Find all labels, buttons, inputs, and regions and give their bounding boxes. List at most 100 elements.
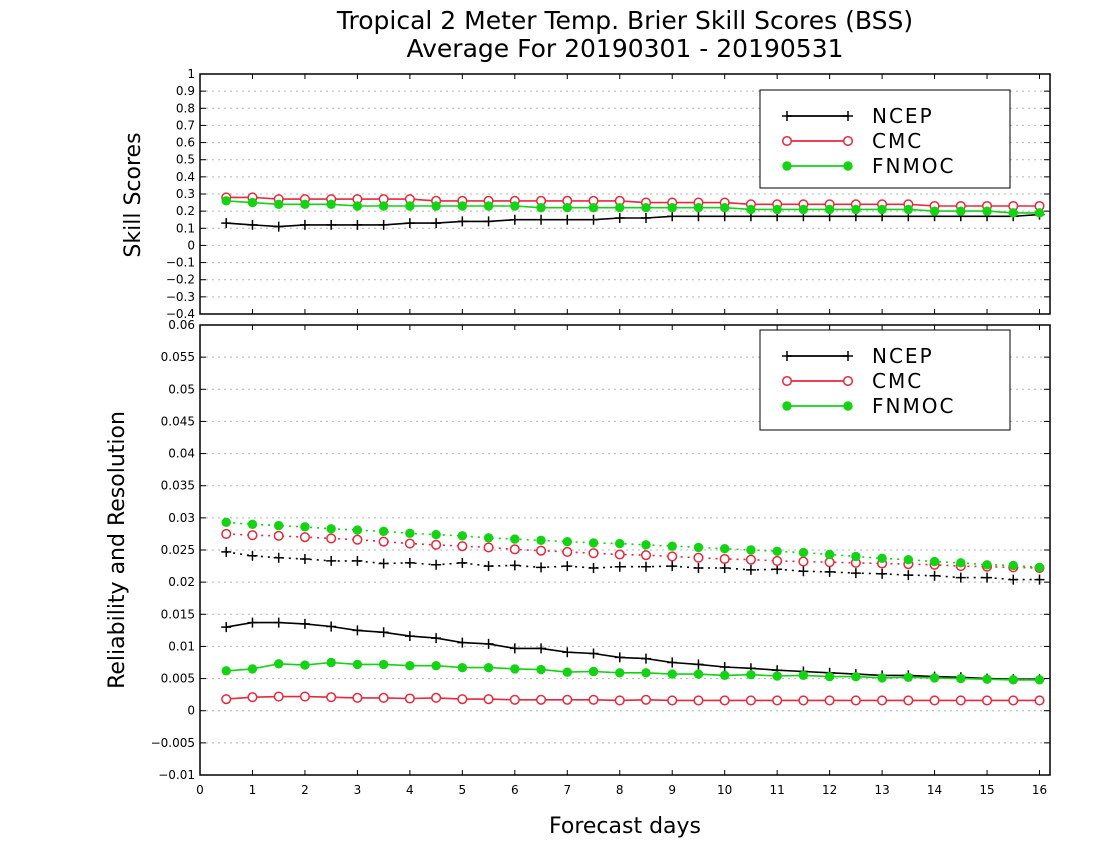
point-cmc [1008, 695, 1019, 706]
point-ncep-dotted [352, 555, 363, 566]
point-cmc [588, 694, 599, 705]
point-fnmoc [903, 204, 914, 215]
point-ncep-dotted [798, 566, 809, 577]
x-tick-label: 6 [511, 783, 519, 797]
point-cmc-dotted [378, 536, 389, 547]
point-fnmoc [615, 203, 625, 213]
point-ncep-dotted [509, 560, 520, 571]
point-fnmoc [1008, 208, 1018, 218]
point-fnmoc [719, 203, 730, 213]
point-fnmoc [1008, 675, 1018, 685]
point-cmc [667, 695, 678, 706]
legend-label: CMC [872, 369, 923, 393]
series-fnmoc-dotted [221, 517, 1045, 573]
chart-title-line1: Tropical 2 Meter Temp. Brier Skill Score… [336, 6, 913, 35]
skill-scores-panel: −0.4 −0.3 −0.2 −0.1 0 0.1 0.2 0.3 0.4 0.5 0.6 0.7 0.… [121, 67, 1051, 321]
point-ncep [509, 214, 520, 225]
point-cmc-dotted [535, 545, 547, 556]
point-fnmoc [772, 204, 782, 215]
point-fnmoc [378, 659, 389, 670]
point-fnmoc [536, 664, 546, 675]
point-cmc-dotted [404, 538, 415, 549]
legend-marker [843, 161, 853, 171]
point-ncep-dotted [562, 561, 573, 572]
y-tick-label: 0.05 [168, 382, 195, 396]
point-fnmoc [824, 671, 835, 682]
point-ncep-dotted [483, 561, 494, 572]
legend-item-fnmoc: FNMOC [782, 154, 955, 178]
point-fnmoc [483, 662, 494, 673]
point-fnmoc [588, 666, 599, 677]
skill-scores-y-label: Skill Scores [121, 132, 146, 257]
series-ncep-dotted [221, 546, 1045, 585]
x-tick-label: 13 [874, 783, 889, 797]
point-ncep [640, 653, 651, 664]
point-ncep-dotted [982, 572, 993, 583]
point-fnmoc-dotted [1034, 562, 1045, 573]
point-fnmoc-dotted [326, 524, 336, 534]
point-cmc [221, 694, 232, 705]
y-tick-label: 0.3 [176, 187, 195, 201]
point-cmc [798, 695, 809, 706]
y-tick-label: 0.045 [161, 414, 195, 428]
point-fnmoc-dotted [982, 560, 992, 570]
y-tick-label: −0.005 [151, 736, 195, 750]
reliability-y-axis: −0.01 −0.005 0 0.005 0.01 0.015 0.02 0.025 0.03 0… [151, 318, 1050, 782]
y-tick-label: 0.06 [168, 318, 195, 332]
point-fnmoc [510, 664, 520, 674]
x-tick-label: 5 [459, 783, 467, 797]
point-ncep [588, 214, 599, 225]
legend-marker [782, 351, 792, 361]
point-ncep-dotted [273, 552, 284, 563]
point-fnmoc [431, 661, 441, 671]
reliability-panel: −0.01 −0.005 0 0.005 0.01 0.015 0.02 0.025 0.03 0… [105, 318, 1051, 797]
legend-item-fnmoc: FNMOC [782, 394, 953, 418]
point-ncep [536, 643, 547, 654]
point-ncep [326, 219, 337, 230]
point-ncep [326, 621, 337, 632]
point-cmc [273, 691, 284, 702]
point-ncep [299, 618, 310, 629]
point-fnmoc [615, 668, 625, 678]
point-fnmoc [1034, 208, 1045, 218]
skill-scores-series [221, 192, 1045, 232]
point-cmc [824, 695, 835, 706]
legend-item-ncep: NCEP [782, 104, 934, 128]
chart-title-line2: Average For 20190301 - 20190531 [406, 34, 843, 63]
point-ncep [404, 631, 415, 642]
point-ncep [457, 637, 468, 648]
y-tick-label: 0.005 [161, 672, 195, 686]
point-fnmoc [405, 661, 415, 671]
point-fnmoc [536, 203, 546, 213]
series-line-fnmoc [226, 661, 1040, 681]
point-cmc-dotted [221, 528, 232, 539]
point-ncep-dotted [1034, 574, 1045, 585]
point-fnmoc [457, 662, 468, 673]
point-ncep [483, 216, 494, 227]
legend-label: NCEP [872, 104, 934, 128]
reliability-series [221, 517, 1045, 706]
point-ncep-dotted [588, 563, 599, 573]
point-ncep-dotted [667, 561, 678, 572]
point-ncep-dotted [431, 559, 442, 570]
point-ncep-dotted [614, 561, 625, 572]
point-ncep-dotted [299, 554, 310, 564]
point-fnmoc-dotted [903, 554, 914, 565]
point-ncep [667, 657, 678, 668]
point-ncep [483, 638, 494, 649]
y-tick-label: 0 [187, 238, 195, 252]
series-cmc [221, 691, 1045, 706]
point-fnmoc-dotted [772, 546, 782, 556]
point-ncep [562, 214, 573, 225]
point-cmc-dotted [273, 530, 284, 541]
x-tick-label: 8 [616, 783, 624, 797]
legend-label: FNMOC [872, 154, 955, 178]
point-cmc [562, 694, 573, 705]
y-tick-label: −0.2 [166, 273, 195, 287]
legend-item-cmc: CMC [781, 369, 923, 393]
point-cmc-dotted [326, 533, 337, 544]
point-cmc-dotted [667, 551, 678, 562]
point-ncep [719, 211, 730, 222]
point-cmc-dotted [431, 539, 442, 550]
point-cmc-dotted [562, 546, 573, 557]
